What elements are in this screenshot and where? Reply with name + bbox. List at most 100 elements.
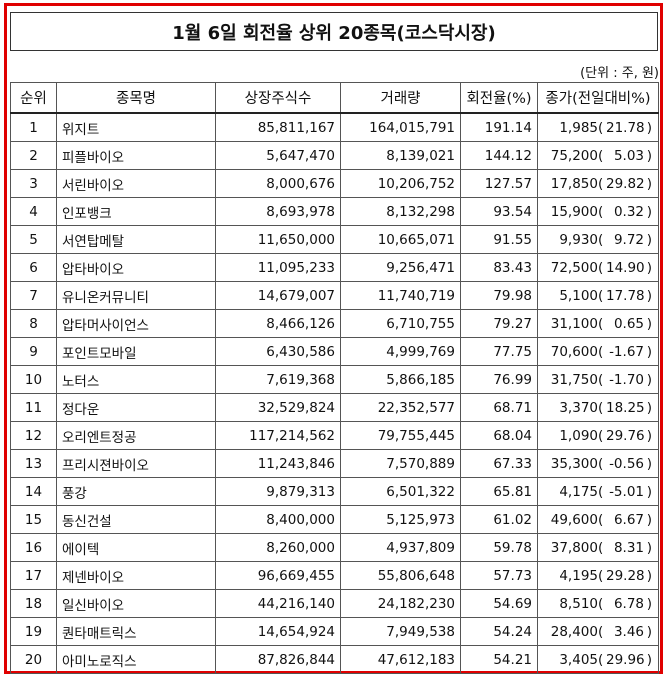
listed-shares-cell: 9,879,313 bbox=[215, 477, 341, 506]
table-header-row: 순위 종목명 상장주식수 거래량 회전율(%) 종가(전일대비%) bbox=[10, 82, 659, 114]
change-percent-value: 29.96 bbox=[606, 651, 645, 668]
stock-name-cell: 아미노로직스 bbox=[56, 645, 216, 674]
open-paren: ( bbox=[598, 175, 604, 192]
listed-shares-cell: 6,430,586 bbox=[215, 337, 341, 366]
open-paren: ( bbox=[598, 399, 604, 416]
listed-shares-cell: 44,216,140 bbox=[215, 589, 341, 618]
stock-name-cell: 압타바이오 bbox=[56, 253, 216, 282]
report-title-text: 1월 6일 회전율 상위 20종목(코스닥시장) bbox=[172, 22, 496, 44]
open-paren: ( bbox=[598, 595, 604, 612]
close-price-cell: 49,600(6.67) bbox=[537, 505, 659, 534]
stock-name-cell: 에이텍 bbox=[56, 533, 216, 562]
close-price-value: 35,300 bbox=[550, 455, 598, 472]
stock-name-cell: 서연탑메탈 bbox=[56, 225, 216, 254]
close-price-cell: 8,510(6.78) bbox=[537, 589, 659, 618]
close-price-value: 15,900 bbox=[550, 203, 598, 220]
turnover-rate-cell: 79.27 bbox=[460, 309, 538, 338]
rank-cell: 20 bbox=[10, 645, 57, 674]
turnover-rate-cell: 68.04 bbox=[460, 421, 538, 450]
table-row: 12 오리엔트정공 117,214,562 79,755,445 68.04 1,090(… bbox=[10, 421, 659, 450]
change-percent-value: 6.67 bbox=[613, 511, 644, 528]
change-percent-value: 17.78 bbox=[606, 287, 645, 304]
table-row: 6 압타바이오 11,095,233 9,256,471 83.43 72,500(14.… bbox=[10, 253, 659, 282]
turnover-rate-cell: 79.98 bbox=[460, 281, 538, 310]
stock-name-cell: 풍강 bbox=[56, 477, 216, 506]
close-paren: ) bbox=[646, 287, 652, 304]
close-price-cell: 75,200(5.03) bbox=[537, 141, 659, 170]
rank-cell: 19 bbox=[10, 617, 57, 646]
close-price-value: 3,405 bbox=[559, 651, 598, 668]
close-price-value: 70,600 bbox=[550, 343, 598, 360]
table-body: 1 위지트 85,811,167 164,015,791 191.14 1,985(21.… bbox=[10, 112, 659, 674]
close-price-value: 28,400 bbox=[550, 623, 598, 640]
change-percent-value: 8.31 bbox=[613, 539, 644, 556]
trading-volume-cell: 11,740,719 bbox=[340, 281, 461, 310]
close-paren: ) bbox=[646, 567, 652, 584]
change-percent-value: 29.28 bbox=[606, 567, 645, 584]
close-paren: ) bbox=[646, 371, 652, 388]
stock-name-cell: 서린바이오 bbox=[56, 169, 216, 198]
stock-name-cell: 동신건설 bbox=[56, 505, 216, 534]
open-paren: ( bbox=[598, 511, 604, 528]
col-header-rank: 순위 bbox=[10, 82, 57, 114]
listed-shares-cell: 32,529,824 bbox=[215, 393, 341, 422]
table-row: 13 프리시젼바이오 11,243,846 7,570,889 67.33 35,300(… bbox=[10, 449, 659, 478]
open-paren: ( bbox=[598, 483, 604, 500]
close-price-cell: 4,195(29.28) bbox=[537, 561, 659, 590]
turnover-rate-cell: 144.12 bbox=[460, 141, 538, 170]
turnover-rate-cell: 54.24 bbox=[460, 617, 538, 646]
rank-cell: 10 bbox=[10, 365, 57, 394]
close-paren: ) bbox=[646, 511, 652, 528]
change-percent-value: 18.25 bbox=[606, 399, 645, 416]
table-row: 20 아미노로직스 87,826,844 47,612,183 54.21 3,405(2… bbox=[10, 645, 659, 674]
trading-volume-cell: 9,256,471 bbox=[340, 253, 461, 282]
close-paren: ) bbox=[646, 483, 652, 500]
change-percent-value: 6.78 bbox=[613, 595, 644, 612]
stock-name-cell: 일신바이오 bbox=[56, 589, 216, 618]
open-paren: ( bbox=[598, 259, 604, 276]
turnover-rate-cell: 67.33 bbox=[460, 449, 538, 478]
listed-shares-cell: 117,214,562 bbox=[215, 421, 341, 450]
close-price-cell: 37,800(8.31) bbox=[537, 533, 659, 562]
rank-cell: 5 bbox=[10, 225, 57, 254]
close-paren: ) bbox=[646, 455, 652, 472]
turnover-rate-cell: 83.43 bbox=[460, 253, 538, 282]
open-paren: ( bbox=[598, 427, 604, 444]
close-price-value: 1,090 bbox=[559, 427, 598, 444]
stock-name-cell: 노터스 bbox=[56, 365, 216, 394]
trading-volume-cell: 8,139,021 bbox=[340, 141, 461, 170]
stock-name-cell: 프리시젼바이오 bbox=[56, 449, 216, 478]
rank-cell: 4 bbox=[10, 197, 57, 226]
close-price-value: 17,850 bbox=[550, 175, 598, 192]
close-price-value: 72,500 bbox=[550, 259, 598, 276]
close-price-cell: 17,850(29.82) bbox=[537, 169, 659, 198]
close-paren: ) bbox=[646, 595, 652, 612]
trading-volume-cell: 10,206,752 bbox=[340, 169, 461, 198]
close-paren: ) bbox=[646, 231, 652, 248]
listed-shares-cell: 11,243,846 bbox=[215, 449, 341, 478]
change-percent-value: 14.90 bbox=[606, 259, 645, 276]
open-paren: ( bbox=[598, 651, 604, 668]
rank-cell: 13 bbox=[10, 449, 57, 478]
trading-volume-cell: 55,806,648 bbox=[340, 561, 461, 590]
rank-cell: 16 bbox=[10, 533, 57, 562]
listed-shares-cell: 96,669,455 bbox=[215, 561, 341, 590]
close-price-cell: 1,090(29.76) bbox=[537, 421, 659, 450]
close-price-value: 75,200 bbox=[550, 147, 598, 164]
turnover-rate-cell: 191.14 bbox=[460, 112, 538, 142]
close-paren: ) bbox=[646, 623, 652, 640]
rank-cell: 8 bbox=[10, 309, 57, 338]
col-header-turnover: 회전율(%) bbox=[460, 82, 538, 114]
stock-name-cell: 오리엔트정공 bbox=[56, 421, 216, 450]
trading-volume-cell: 4,999,769 bbox=[340, 337, 461, 366]
trading-volume-cell: 7,570,889 bbox=[340, 449, 461, 478]
listed-shares-cell: 11,650,000 bbox=[215, 225, 341, 254]
table-row: 5 서연탑메탈 11,650,000 10,665,071 91.55 9,930(9.7… bbox=[10, 225, 659, 254]
turnover-rate-cell: 77.75 bbox=[460, 337, 538, 366]
close-price-value: 49,600 bbox=[550, 511, 598, 528]
table-row: 16 에이텍 8,260,000 4,937,809 59.78 37,800(8.31) bbox=[10, 533, 659, 562]
close-price-value: 9,930 bbox=[559, 231, 598, 248]
close-price-cell: 15,900(0.32) bbox=[537, 197, 659, 226]
trading-volume-cell: 24,182,230 bbox=[340, 589, 461, 618]
close-price-value: 8,510 bbox=[559, 595, 598, 612]
